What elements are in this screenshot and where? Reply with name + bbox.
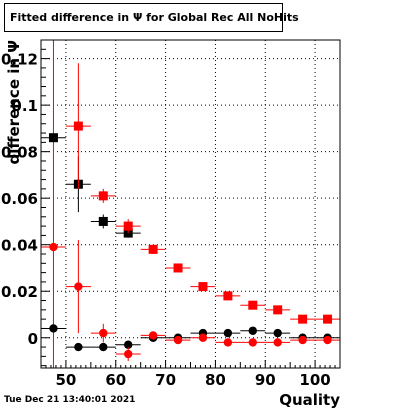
circle-marker: [223, 328, 233, 338]
circle-marker: [99, 342, 108, 352]
square-marker: [123, 221, 133, 231]
y-tick-label: 0.08: [1, 144, 38, 162]
circle-marker: [49, 242, 58, 252]
square-marker: [273, 305, 283, 315]
y-tick-label: 0.06: [1, 190, 38, 208]
x-tick-label: 70: [155, 371, 176, 389]
circle-marker: [148, 331, 158, 340]
x-tick-label: 90: [255, 371, 276, 389]
square-marker: [298, 314, 308, 324]
circle-marker: [74, 282, 83, 291]
square-marker: [248, 300, 258, 310]
x-axis-label: Quality: [279, 391, 340, 409]
axis-ticks: 50 60 70 80 90 100 0 0.02 0.04 0.06 0.08 0.1 0.12: [1, 48, 336, 389]
y-tick-label: 0.1: [11, 97, 38, 115]
circle-marker: [124, 349, 133, 359]
circle-marker: [99, 328, 108, 338]
y-tick-label: 0.02: [1, 283, 38, 301]
x-tick-label: 50: [55, 371, 76, 389]
y-tick-label: 0: [28, 330, 38, 348]
y-axis-label: difference in Ψ: [5, 40, 23, 165]
circle-marker: [323, 335, 332, 345]
circle-marker: [248, 326, 257, 335]
timestamp: Tue Dec 21 13:40:01 2021: [4, 395, 136, 405]
x-tick-label: 60: [105, 371, 126, 389]
grid-lines: [41, 40, 340, 368]
y-tick-label: 0.04: [1, 237, 38, 255]
square-marker: [173, 263, 183, 273]
x-tick-label: 100: [299, 371, 330, 389]
chart-title: Fitted difference in Ψ for Global Rec Al…: [4, 3, 299, 32]
circle-marker: [173, 335, 183, 345]
circle-marker: [198, 333, 208, 342]
circle-marker: [298, 335, 307, 345]
square-marker: [73, 121, 83, 131]
circle-marker: [49, 324, 58, 333]
circle-marker: [273, 338, 282, 347]
circle-marker: [124, 340, 133, 349]
square-marker: [48, 133, 58, 143]
x-tick-label: 80: [205, 371, 226, 389]
square-marker: [198, 282, 208, 292]
circle-marker: [248, 338, 257, 347]
square-marker: [98, 216, 108, 226]
circle-marker: [273, 328, 282, 338]
circle-marker: [223, 338, 233, 347]
square-marker: [98, 191, 108, 201]
square-marker: [148, 244, 158, 254]
data-series: [41, 40, 340, 368]
square-marker: [323, 314, 333, 324]
y-tick-label: 0.12: [1, 51, 38, 69]
circle-marker: [74, 342, 83, 352]
square-marker: [223, 291, 233, 301]
